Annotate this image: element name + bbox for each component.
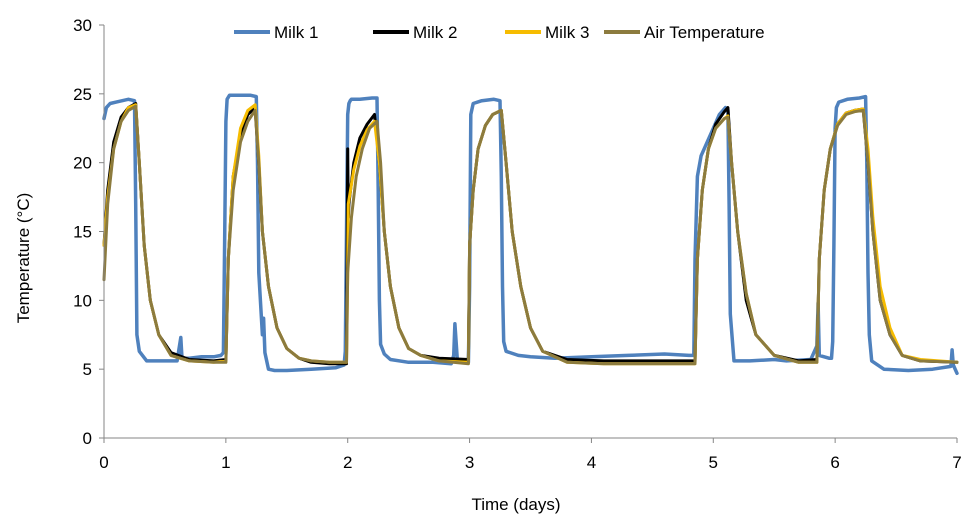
y-tick-label: 20 bbox=[73, 154, 92, 173]
x-axis-title: Time (days) bbox=[471, 495, 560, 514]
legend-label-milk-2: Milk 2 bbox=[413, 23, 457, 42]
series-line-air-temperature bbox=[102, 104, 959, 366]
x-tick-label: 4 bbox=[587, 453, 596, 472]
y-tick-label: 10 bbox=[73, 291, 92, 310]
legend-label-air-temperature: Air Temperature bbox=[644, 23, 765, 42]
y-tick-label: 30 bbox=[73, 16, 92, 35]
y-tick-label: 15 bbox=[73, 223, 92, 242]
y-tick-label: 0 bbox=[83, 429, 92, 448]
x-tick-label: 1 bbox=[221, 453, 230, 472]
x-tick-label: 7 bbox=[952, 453, 961, 472]
y-axis-title: Temperature (°C) bbox=[14, 193, 33, 324]
y-tick-label: 5 bbox=[83, 360, 92, 379]
x-tick-label: 5 bbox=[709, 453, 718, 472]
legend-label-milk-3: Milk 3 bbox=[545, 23, 589, 42]
x-tick-label: 2 bbox=[343, 453, 352, 472]
legend: Milk 1 Milk 2 Milk 3 Air Temperature bbox=[234, 23, 765, 42]
plot-series bbox=[102, 93, 959, 376]
legend-label-milk-1: Milk 1 bbox=[274, 23, 318, 42]
y-axis-ticks: 0 5 10 15 20 25 30 bbox=[73, 16, 104, 448]
x-tick-label: 6 bbox=[830, 453, 839, 472]
y-tick-label: 25 bbox=[73, 85, 92, 104]
x-tick-label: 0 bbox=[99, 453, 108, 472]
x-axis-ticks: 0 1 2 3 4 5 6 7 bbox=[99, 438, 962, 472]
x-tick-label: 3 bbox=[465, 453, 474, 472]
axes: 0 5 10 15 20 25 30 0 1 2 3 4 5 6 7 bbox=[73, 16, 962, 472]
series-line-milk-1 bbox=[102, 93, 959, 376]
